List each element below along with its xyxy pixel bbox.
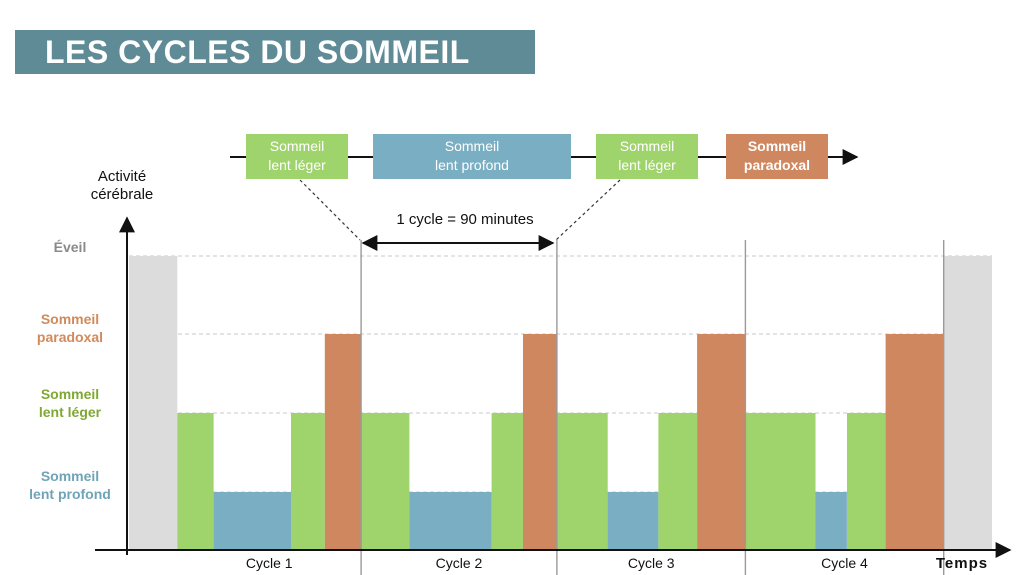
- level-labels: Éveil Sommeil paradoxal Sommeil lent léger So…: [29, 239, 111, 502]
- bar-leger: [556, 413, 608, 550]
- bar-profond: [815, 492, 847, 550]
- legend-box-leger: [596, 134, 698, 179]
- bar-profond: [409, 492, 492, 550]
- bar-leger: [491, 413, 523, 550]
- hypnogram-bars: [129, 256, 992, 550]
- legend-label: Sommeil paradoxal: [744, 138, 810, 173]
- cycle-label: Cycle 1: [246, 555, 293, 571]
- bar-leger: [291, 413, 325, 550]
- level-label-leger: Sommeil lent léger: [39, 386, 102, 420]
- bar-leger: [847, 413, 886, 550]
- y-axis-title: Activité cérébrale: [91, 168, 154, 203]
- bar-paradoxal: [324, 334, 362, 550]
- legend-label: Sommeil lent léger: [618, 138, 676, 173]
- bar-paradoxal: [697, 334, 746, 550]
- cycle-connector-right: [555, 179, 621, 241]
- bar-paradoxal: [523, 334, 557, 550]
- bar-profond: [213, 492, 291, 550]
- level-label-profond: Sommeil lent profond: [29, 468, 111, 502]
- cycle-connector-left: [299, 179, 361, 241]
- bar-leger: [361, 413, 410, 550]
- bar-leger: [177, 413, 214, 550]
- y-axis-title-text: Activité cérébrale: [91, 168, 154, 203]
- bar-leger: [658, 413, 698, 550]
- bar-eveil: [129, 256, 178, 550]
- legend-box-leger: [246, 134, 348, 179]
- cycle-label: Cycle 3: [628, 555, 675, 571]
- level-label-paradoxal: Sommeil paradoxal: [37, 311, 103, 345]
- legend-label: Sommeil lent léger: [268, 138, 326, 173]
- cycle-label: Cycle 2: [436, 555, 483, 571]
- legend-box-paradoxal: [726, 134, 828, 179]
- legend-label: Sommeil lent profond: [435, 138, 509, 173]
- cycle-separators: [360, 240, 945, 575]
- bar-eveil: [943, 256, 992, 550]
- bar-paradoxal: [885, 334, 944, 550]
- stage-legend: Sommeil lent léger Sommeil lent profond Somm…: [246, 134, 828, 179]
- x-axis-title: Temps: [936, 555, 988, 572]
- level-label-eveil: Éveil: [54, 239, 87, 255]
- bar-leger: [745, 413, 816, 550]
- cycle-duration-label: 1 cycle = 90 minutes: [396, 211, 533, 228]
- cycle-label: Cycle 4: [821, 555, 868, 571]
- cycle-labels: Cycle 1 Cycle 2 Cycle 3 Cycle 4: [246, 555, 868, 571]
- page-title: LES CYCLES DU SOMMEIL: [15, 30, 535, 74]
- legend-box-profond: [373, 134, 571, 179]
- bar-profond: [607, 492, 659, 550]
